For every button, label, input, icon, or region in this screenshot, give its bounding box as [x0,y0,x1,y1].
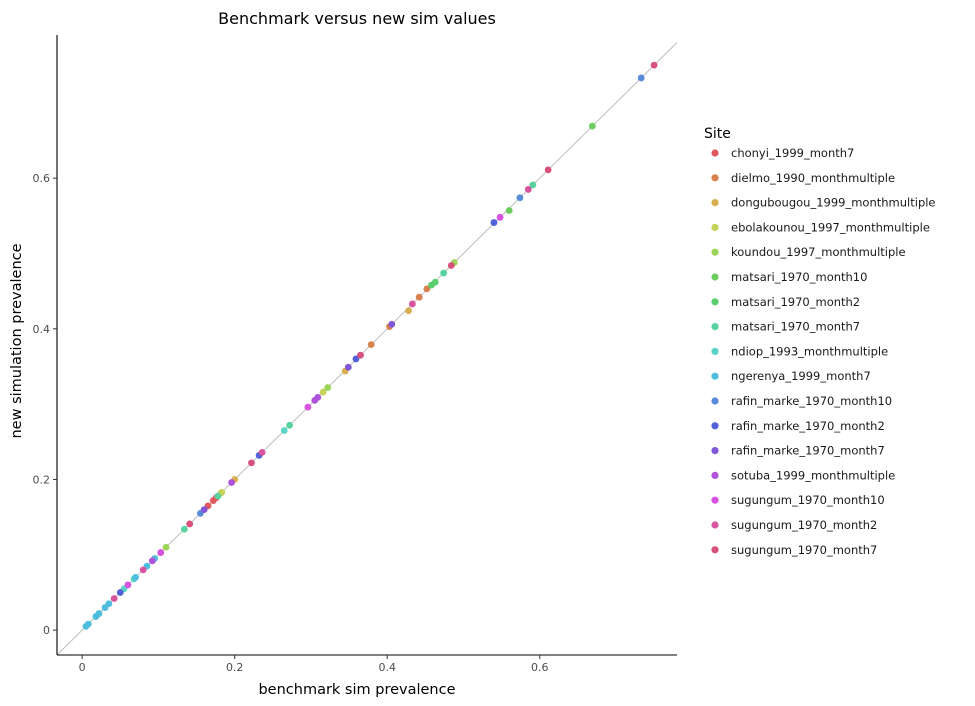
data-point [286,421,293,429]
data-point [280,427,288,434]
axes: 0 0.2 0.4 0.6 0 0.2 0.4 0.6 [33,35,677,674]
data-point [405,307,412,315]
data-point [544,166,552,174]
legend-label: koundou_1997_monthmultiple [731,245,906,259]
data-point [132,574,139,581]
data-point [650,61,658,69]
legend-label: sotuba_1999_monthmultiple [731,468,895,482]
x-tick-label: 0.2 [226,661,244,674]
data-point [157,549,165,556]
data-point [357,351,364,359]
data-point [408,300,416,308]
data-point [314,393,322,401]
y-tick-label: 0.2 [33,473,51,486]
y-axis-title: new simulation prevalence [9,243,25,438]
legend-label: rafin_marke_1970_month2 [731,419,885,433]
legend-title: Site [704,126,731,142]
data-point [524,186,532,193]
legend-label: ndiop_1993_monthmultiple [731,344,888,358]
data-point [319,388,327,396]
legend-label: ngerenya_1999_month7 [731,369,871,383]
data-point [388,320,396,328]
legend-marker [711,496,719,504]
legend-label: sugungum_1970_month10 [731,493,885,507]
data-point [228,479,236,486]
data-point [588,122,596,130]
data-point [200,506,208,514]
y-tick-label: 0.4 [33,323,51,336]
legend-label: dongubougou_1999_monthmultiple [731,196,936,210]
legend-label: matsari_1970_month7 [731,320,860,334]
legend-marker [711,174,719,182]
data-point [344,363,352,371]
y-tick-label: 0 [43,624,50,637]
legend-marker [711,471,719,479]
legend-label: ebolakounou_1997_monthmultiple [731,220,930,234]
x-axis-title: benchmark sim prevalence [258,682,455,698]
legend-marker [711,248,719,256]
data-point [637,74,645,82]
data-point [110,595,118,602]
legend-label: matsari_1970_month10 [731,270,867,284]
legend-label: rafin_marke_1970_month7 [731,444,885,458]
x-tick-label: 0.4 [378,661,396,674]
data-point [304,403,312,411]
legend-marker [711,273,719,281]
data-point [214,492,222,500]
data-point [324,384,332,391]
data-point [148,557,156,565]
plot-area [56,42,678,656]
data-point [248,459,255,467]
data-point [490,219,498,226]
legend-marker [711,347,719,355]
data-point [95,610,103,617]
data-point [496,213,504,221]
data-point [431,278,439,286]
data-point [529,181,537,189]
legend-label: dielmo_1990_monthmultiple [731,171,895,185]
data-point [505,207,513,214]
legend-marker [711,447,719,455]
legend-marker [711,323,719,331]
legend-marker [711,149,719,157]
legend-label: matsari_1970_month2 [731,295,860,309]
data-point [516,194,524,202]
data-point [116,589,124,596]
legend-marker [711,546,719,554]
legend-marker [711,199,719,207]
legend-label: sugungum_1970_month2 [731,518,877,532]
legend-items: chonyi_1999_month7 dielmo_1990_monthmulti… [711,146,936,557]
x-tick-label: 0.6 [531,661,549,674]
legend-marker [711,223,719,231]
legend-label: rafin_marke_1970_month10 [731,394,892,408]
legend-marker [711,397,719,405]
data-point [186,520,194,528]
data-point [124,581,132,589]
y-tick-label: 0.6 [33,172,51,185]
legend-marker [711,422,719,430]
legend: Site chonyi_1999_month7 dielmo_1990_month… [704,126,936,557]
data-point [352,355,360,363]
data-point [447,262,455,269]
chart-title: Benchmark versus new sim values [218,9,496,28]
legend-label: sugungum_1970_month7 [731,543,877,557]
data-point [84,620,92,628]
data-point [139,566,147,574]
data-point [258,448,266,456]
data-point [415,293,423,301]
legend-marker [711,372,719,380]
data-point [162,543,170,551]
x-tick-label: 0 [79,661,86,674]
data-point [367,341,375,349]
legend-marker [711,521,719,529]
data-point [105,600,113,608]
data-point [423,285,431,293]
legend-marker [711,298,719,306]
data-point [180,525,188,533]
legend-label: chonyi_1999_month7 [731,146,854,160]
data-point [440,269,448,277]
